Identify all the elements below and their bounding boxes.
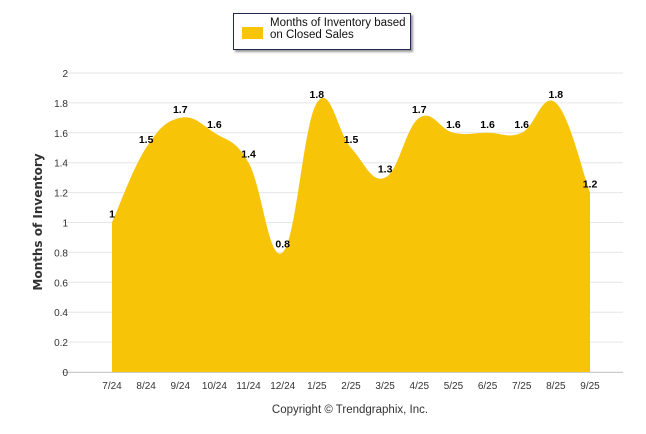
- x-tick-label: 1/25: [307, 381, 327, 392]
- area-series: [112, 97, 590, 372]
- x-tick-label: 7/25: [512, 381, 532, 392]
- y-axis-title: Months of Inventory: [31, 153, 45, 290]
- x-tick-label: 11/24: [236, 381, 261, 392]
- y-tick-label: 0.2: [54, 338, 68, 349]
- x-tick-label: 3/25: [375, 381, 395, 392]
- legend-label: Months of Inventory based on Closed Sale…: [270, 17, 406, 41]
- legend-line-2: on Closed Sales: [270, 29, 354, 41]
- x-tick-label: 8/25: [546, 381, 566, 392]
- y-tick-label: 0.8: [54, 248, 68, 259]
- y-tick-label: 0.6: [54, 278, 68, 289]
- data-label: 1.2: [583, 179, 598, 191]
- data-label: 1.7: [173, 104, 188, 116]
- y-tick-label: 1.6: [54, 129, 68, 140]
- x-tick-label: 9/24: [171, 381, 191, 392]
- data-label: 1.6: [480, 119, 495, 131]
- x-tick-label: 8/24: [136, 381, 156, 392]
- data-label: 1: [109, 209, 115, 221]
- data-label: 1.5: [344, 134, 359, 146]
- data-label: 1.4: [241, 149, 256, 161]
- y-tick-label: 1: [62, 219, 68, 230]
- data-label: 1.6: [207, 119, 222, 131]
- y-tick-label: 1.4: [54, 159, 68, 170]
- y-tick-label: 1.8: [54, 99, 68, 110]
- data-label: 1.8: [549, 89, 564, 101]
- data-label: 1.8: [310, 89, 325, 101]
- y-tick-label: 1.2: [54, 189, 68, 200]
- y-tick-label: 0.4: [54, 308, 68, 319]
- legend-line-1: Months of Inventory based: [270, 17, 406, 29]
- legend: Months of Inventory based on Closed Sale…: [233, 13, 411, 50]
- data-label: 0.8: [275, 238, 290, 250]
- data-label: 1.6: [446, 119, 461, 131]
- data-label: 1.7: [412, 104, 427, 116]
- x-tick-label: 7/24: [102, 381, 122, 392]
- data-label: 1.5: [139, 134, 154, 146]
- x-tick-label: 4/25: [410, 381, 430, 392]
- x-tick-label: 6/25: [478, 381, 498, 392]
- data-label: 1.6: [514, 119, 529, 131]
- copyright: Copyright © Trendgraphix, Inc.: [272, 404, 428, 416]
- x-tick-label: 9/25: [580, 381, 600, 392]
- y-tick-label: 2: [62, 69, 68, 80]
- x-tick-label: 5/25: [444, 381, 464, 392]
- data-label: 1.3: [378, 164, 393, 176]
- x-tick-label: 12/24: [270, 381, 295, 392]
- legend-swatch: [242, 27, 263, 39]
- x-tick-label: 2/25: [341, 381, 361, 392]
- y-tick-label: 0: [62, 368, 68, 379]
- x-tick-label: 10/24: [202, 381, 227, 392]
